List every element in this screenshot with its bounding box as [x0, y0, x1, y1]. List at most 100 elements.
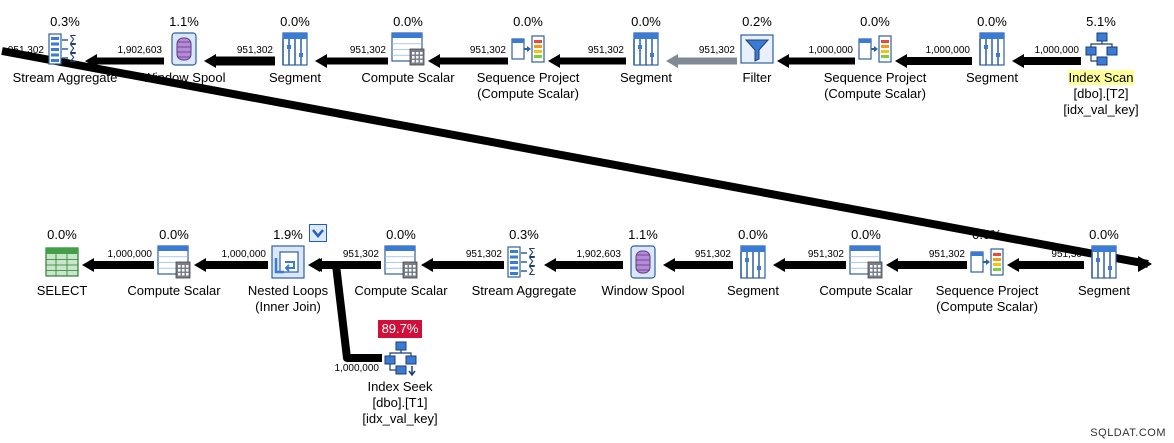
segment-icon: [1086, 244, 1122, 280]
operator-name: Window Spool: [109, 70, 259, 86]
operator-name-line: (Inner Join): [255, 299, 321, 314]
row-flow-arrow: [1012, 54, 1081, 68]
svg-text:Σ: Σ: [69, 42, 77, 56]
operator-name-line: Compute Scalar: [127, 283, 221, 298]
operator-name-line: Window Spool: [601, 283, 685, 298]
row-count-label: 951,302: [694, 249, 731, 260]
operator-cost: 0.3%: [509, 227, 539, 242]
operator-name: Sequence Project (Compute Scalar): [800, 70, 950, 102]
select-icon: [44, 244, 80, 280]
wrap-connector: [1, 47, 1149, 268]
operator-name-line: [dbo].[T1]: [372, 395, 428, 410]
operator-name: Index Seek [dbo].[T1] [idx_val_key]: [325, 379, 475, 427]
row-count-label: 951,302: [349, 45, 386, 56]
operator-name-line: Segment: [1077, 283, 1131, 298]
operator-name: Nested Loops (Inner Join): [213, 283, 363, 315]
window-spool-icon: [625, 244, 661, 280]
sequence-project-icon: [510, 31, 546, 67]
row-count-label: 951,30: [1051, 249, 1082, 260]
wrap-connector-head: [1138, 256, 1152, 272]
row-count-label: 1,000,000: [925, 45, 971, 56]
operator-name-line: (Compute Scalar): [824, 86, 926, 101]
segment-icon: [974, 31, 1010, 67]
operator-name-line: (Compute Scalar): [477, 86, 579, 101]
operator-name-line: Sequence Project: [476, 70, 580, 85]
sequence-project-icon: [857, 31, 893, 67]
row-count-label: 1,902,603: [576, 249, 622, 260]
operator-name-line: Segment: [726, 283, 780, 298]
operator-name: Index Scan [dbo].[T2] [idx_val_key]: [1026, 70, 1174, 118]
row-count-label: 1,000,000: [808, 45, 854, 56]
operator-cost: 0.0%: [386, 227, 416, 242]
svg-text:Σ: Σ: [528, 264, 536, 278]
operator-cost: 0.0%: [47, 227, 77, 242]
nested-loops-icon: [270, 244, 306, 280]
operator-name: Segment: [678, 283, 828, 299]
operator-name-line: Filter: [742, 70, 772, 85]
operator-cost: 0.0%: [393, 14, 423, 29]
row-flow-arrow: [1007, 258, 1084, 272]
operator-name-line: Stream Aggregate: [471, 283, 577, 298]
row-flow-arrow: [315, 54, 388, 68]
seek-connector: [318, 261, 382, 362]
svg-text:Σ: Σ: [69, 51, 77, 65]
row-flow-arrow: [666, 54, 737, 68]
operator-cost: 0.0%: [851, 227, 881, 242]
svg-text:Σ: Σ: [528, 246, 536, 260]
operator-name: Stream Aggregate: [0, 70, 140, 86]
segment-icon: [277, 31, 313, 67]
segment-icon: [628, 31, 664, 67]
row-count-label: 951,302: [928, 249, 965, 260]
expand-toggle[interactable]: [309, 224, 327, 242]
operator-name: Compute Scalar: [326, 283, 476, 299]
operator-name: Segment: [220, 70, 370, 86]
row-flow-arrow: [82, 258, 154, 272]
chevron-down-icon: [312, 229, 324, 238]
operator-cost: 0.0%: [159, 227, 189, 242]
operator-cost: 0.0%: [631, 14, 661, 29]
row-count-label: 951,302: [7, 45, 44, 56]
row-count-label: 1,000,000: [221, 249, 267, 260]
filter-icon: [739, 31, 775, 67]
operator-name-line: Segment: [965, 70, 1019, 85]
operator-cost: 0.0%: [738, 227, 768, 242]
row-flow-arrow: [886, 258, 967, 272]
row-flow-arrow: [204, 54, 275, 68]
row-flow-arrow: [421, 258, 504, 272]
operator-name: Compute Scalar: [791, 283, 941, 299]
row-flow-arrow: [544, 258, 623, 272]
operator-name: Window Spool: [568, 283, 718, 299]
row-count-label: 951,302: [469, 45, 506, 56]
sequence-project-icon: [969, 244, 1005, 280]
watermark: SQLDAT.COM: [1090, 427, 1166, 439]
operator-name-line: Sequence Project: [935, 283, 1039, 298]
operator-name: Stream Aggregate: [449, 283, 599, 299]
operator-name: Compute Scalar: [333, 70, 483, 86]
operator-name-line: [dbo].[T2]: [1073, 86, 1129, 101]
row-count-label: 951,302: [236, 45, 273, 56]
row-count-label: 951,302: [807, 249, 844, 260]
operator-name-line: Compute Scalar: [354, 283, 448, 298]
operator-cost: 0.0%: [972, 227, 1002, 242]
operator-name-line: Compute Scalar: [361, 70, 455, 85]
row-flow-arrow: [663, 258, 733, 272]
operator-name: Filter: [682, 70, 832, 86]
row-flow-arrow: [773, 258, 846, 272]
operator-cost: 1.1%: [628, 227, 658, 242]
operator-name-line: Stream Aggregate: [12, 70, 118, 85]
operator-name-line: Index Scan: [1068, 70, 1134, 85]
operator-name-line: (Compute Scalar): [936, 299, 1038, 314]
operator-name-line: [idx_val_key]: [362, 411, 438, 426]
operator-name-line: SELECT: [36, 283, 88, 298]
operator-cost: 1.1%: [169, 14, 199, 29]
operator-name-line: Sequence Project: [823, 70, 927, 85]
svg-text:Σ: Σ: [69, 33, 77, 47]
index-seek-icon: [382, 340, 418, 377]
window-spool-icon: [166, 31, 202, 67]
operator-name-line: Nested Loops: [247, 283, 329, 298]
row-count-label: 1,000,000: [107, 249, 153, 260]
row-flow-arrow: [895, 54, 972, 68]
